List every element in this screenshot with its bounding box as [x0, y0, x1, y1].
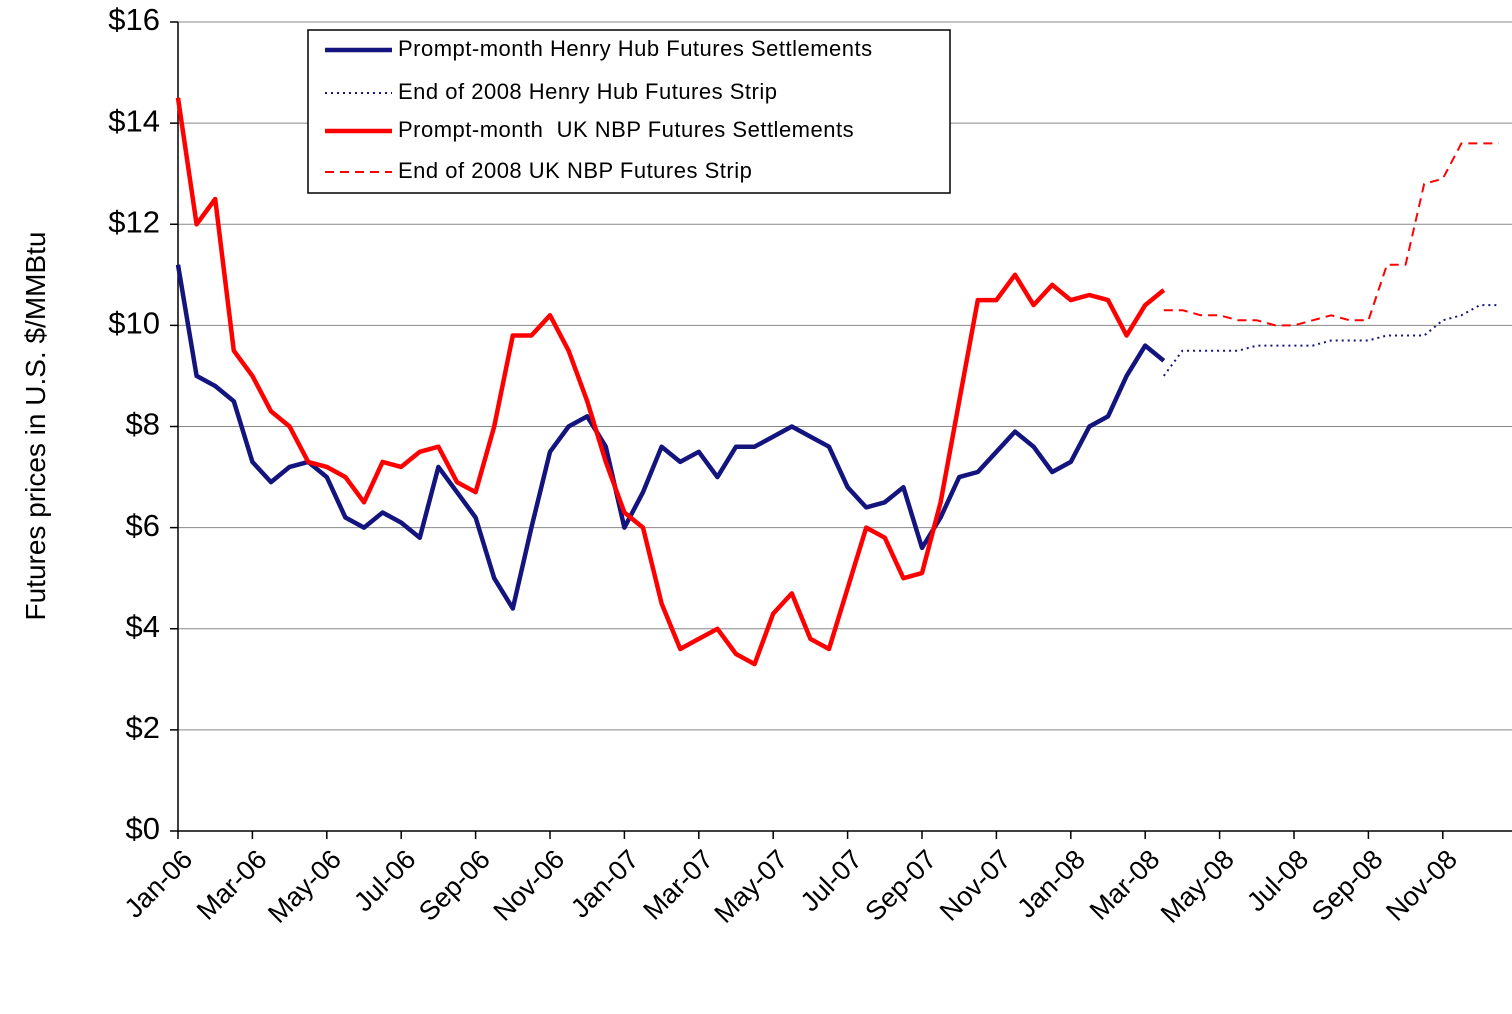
legend-label: End of 2008 UK NBP Futures Strip	[398, 158, 752, 183]
x-tick-label: Nov-08	[1380, 844, 1463, 927]
series-line	[175, 264, 1166, 611]
y-tick-label: $8	[126, 407, 160, 442]
y-tick-label: $12	[108, 204, 160, 239]
series-line	[175, 97, 1166, 667]
x-tick-label: May-06	[262, 844, 347, 929]
y-tick-label: $10	[108, 306, 160, 341]
plot	[175, 97, 1499, 667]
y-tick-label: $2	[126, 710, 160, 745]
x-tick-label: Mar-07	[637, 844, 719, 926]
legend	[307, 29, 951, 194]
x-tick-label: Nov-06	[487, 844, 570, 927]
x-tick-label: Jan-08	[1011, 844, 1091, 924]
legend-label: Prompt-month Henry Hub Futures Settlemen…	[398, 36, 873, 61]
series-line	[1163, 142, 1499, 327]
x-tick-label: Jul-07	[795, 844, 868, 917]
x-tick-label: Nov-07	[934, 844, 1017, 927]
y-tick-label: $16	[108, 2, 160, 37]
y-tick-label: $6	[126, 508, 160, 543]
x-tick-label: Jul-06	[348, 844, 421, 917]
x-tick-label: May-07	[709, 844, 794, 929]
x-tick-label: Sep-08	[1306, 844, 1389, 927]
x-tick-label: Sep-07	[859, 844, 942, 927]
x-tick-label: Sep-06	[413, 844, 496, 927]
legend-label: End of 2008 Henry Hub Futures Strip	[398, 79, 777, 104]
x-tick-label: Jan-06	[119, 844, 199, 924]
x-tick-label: May-08	[1155, 844, 1240, 929]
x-tick-label: Mar-08	[1084, 844, 1166, 926]
legend-label: Prompt-month UK NBP Futures Settlements	[398, 117, 854, 142]
x-tick-label: Jul-08	[1241, 844, 1314, 917]
y-axis-label: Futures prices in U.S. $/MMBtu	[20, 231, 51, 620]
y-tick-label: $4	[126, 609, 160, 644]
x-tick-label: Mar-06	[191, 844, 273, 926]
series-line	[1162, 304, 1499, 377]
legend-items: Prompt-month Henry Hub Futures Settlemen…	[325, 36, 873, 183]
y-tick-label: $0	[126, 811, 160, 846]
x-tick-label: Jan-07	[565, 844, 645, 924]
y-tick-label: $14	[108, 103, 160, 138]
